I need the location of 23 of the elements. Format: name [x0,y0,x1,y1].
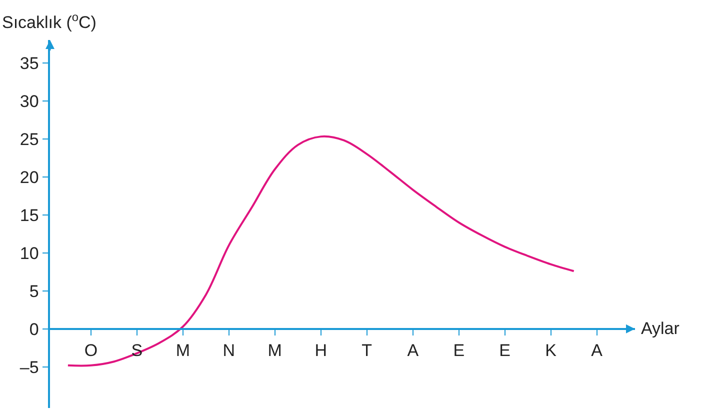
y-tick-label: 25 [20,130,39,149]
x-tick-label: M [268,341,282,360]
x-tick-label: N [222,341,236,360]
x-tick-label: H [314,341,328,360]
x-tick-label: K [545,341,558,360]
x-tick-label: T [362,341,372,360]
x-tick-label: E [453,341,465,360]
y-tick-label: 10 [20,244,39,263]
x-axis-title: Aylar [641,319,680,338]
x-tick-label: O [84,341,98,360]
x-tick-label: M [176,341,190,360]
y-tick-label: 30 [20,92,39,111]
y-tick-label: 35 [20,54,39,73]
y-tick-label: 0 [29,320,39,339]
y-tick-label: 20 [20,168,39,187]
y-tick-label: 5 [29,282,39,301]
line-series [66,136,575,367]
y-tick-label: –5 [20,358,39,377]
y-tick-label: 15 [20,206,39,225]
x-tick-label: E [499,341,511,360]
x-tick-label: A [591,341,604,360]
y-axis-title: Sıcaklık ($^{o}$C) [2,10,96,32]
x-tick-label: A [407,341,420,360]
